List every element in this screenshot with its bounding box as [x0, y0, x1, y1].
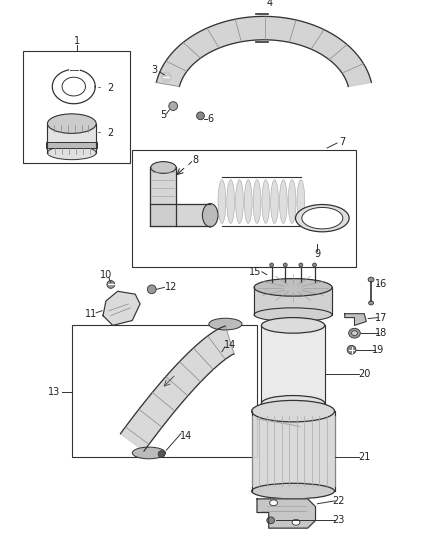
Text: 12: 12 [165, 282, 177, 293]
Ellipse shape [252, 483, 335, 499]
Ellipse shape [244, 180, 252, 223]
Ellipse shape [271, 180, 279, 223]
Polygon shape [120, 326, 234, 451]
Ellipse shape [262, 180, 270, 223]
Ellipse shape [151, 161, 176, 173]
Ellipse shape [254, 279, 332, 296]
Polygon shape [150, 167, 176, 226]
Text: 21: 21 [358, 452, 371, 462]
Ellipse shape [169, 102, 177, 110]
Ellipse shape [299, 263, 303, 267]
Ellipse shape [47, 114, 96, 133]
Text: 14: 14 [223, 340, 236, 350]
Text: 10: 10 [100, 270, 112, 280]
Ellipse shape [197, 112, 205, 120]
Text: 11: 11 [85, 309, 97, 319]
Text: 2: 2 [108, 128, 114, 139]
Polygon shape [150, 204, 210, 226]
Polygon shape [252, 411, 335, 491]
Text: 19: 19 [372, 345, 384, 355]
Ellipse shape [347, 345, 356, 354]
Text: 2: 2 [108, 83, 114, 93]
Ellipse shape [368, 277, 374, 282]
Ellipse shape [227, 180, 235, 223]
Ellipse shape [261, 395, 325, 411]
Ellipse shape [349, 328, 360, 338]
Ellipse shape [218, 180, 226, 223]
Ellipse shape [352, 331, 357, 336]
Text: 1: 1 [74, 36, 80, 46]
Bar [132, 150, 357, 267]
Ellipse shape [236, 180, 244, 223]
Ellipse shape [297, 180, 305, 223]
Polygon shape [257, 499, 315, 528]
Ellipse shape [288, 180, 296, 223]
Polygon shape [103, 291, 140, 325]
Text: 9: 9 [314, 249, 321, 259]
Ellipse shape [253, 180, 261, 223]
Ellipse shape [107, 280, 115, 288]
Ellipse shape [270, 500, 278, 506]
Text: 18: 18 [374, 328, 387, 338]
Ellipse shape [267, 517, 275, 524]
Text: 16: 16 [374, 279, 387, 289]
Ellipse shape [302, 207, 343, 229]
Text: 15: 15 [249, 267, 261, 277]
Text: 20: 20 [358, 369, 371, 379]
Ellipse shape [47, 146, 96, 160]
Text: 7: 7 [339, 137, 345, 147]
Ellipse shape [279, 180, 287, 223]
Bar [72, 325, 257, 457]
Ellipse shape [209, 318, 242, 330]
Text: 23: 23 [333, 515, 345, 526]
Ellipse shape [147, 285, 156, 294]
Ellipse shape [296, 205, 349, 232]
Polygon shape [254, 287, 332, 314]
Ellipse shape [254, 308, 332, 321]
Text: 5: 5 [160, 110, 166, 120]
Polygon shape [47, 124, 96, 153]
Ellipse shape [132, 447, 166, 459]
Bar [46, 142, 97, 148]
Text: 22: 22 [332, 496, 345, 506]
Ellipse shape [369, 301, 374, 305]
Ellipse shape [162, 72, 171, 82]
Polygon shape [156, 17, 371, 86]
Ellipse shape [283, 263, 287, 267]
Text: 8: 8 [193, 155, 199, 165]
Ellipse shape [202, 204, 218, 227]
Polygon shape [345, 314, 366, 325]
Text: 13: 13 [48, 386, 60, 397]
Text: 3: 3 [152, 65, 158, 75]
Ellipse shape [313, 263, 317, 267]
Bar [23, 51, 130, 163]
Text: 4: 4 [267, 0, 273, 8]
Text: 14: 14 [180, 431, 192, 441]
Ellipse shape [252, 400, 335, 422]
Polygon shape [261, 325, 325, 403]
Ellipse shape [270, 263, 274, 267]
Ellipse shape [158, 450, 165, 457]
Ellipse shape [292, 519, 300, 525]
Text: 17: 17 [374, 312, 387, 322]
Ellipse shape [261, 318, 325, 333]
Text: 6: 6 [207, 114, 213, 124]
